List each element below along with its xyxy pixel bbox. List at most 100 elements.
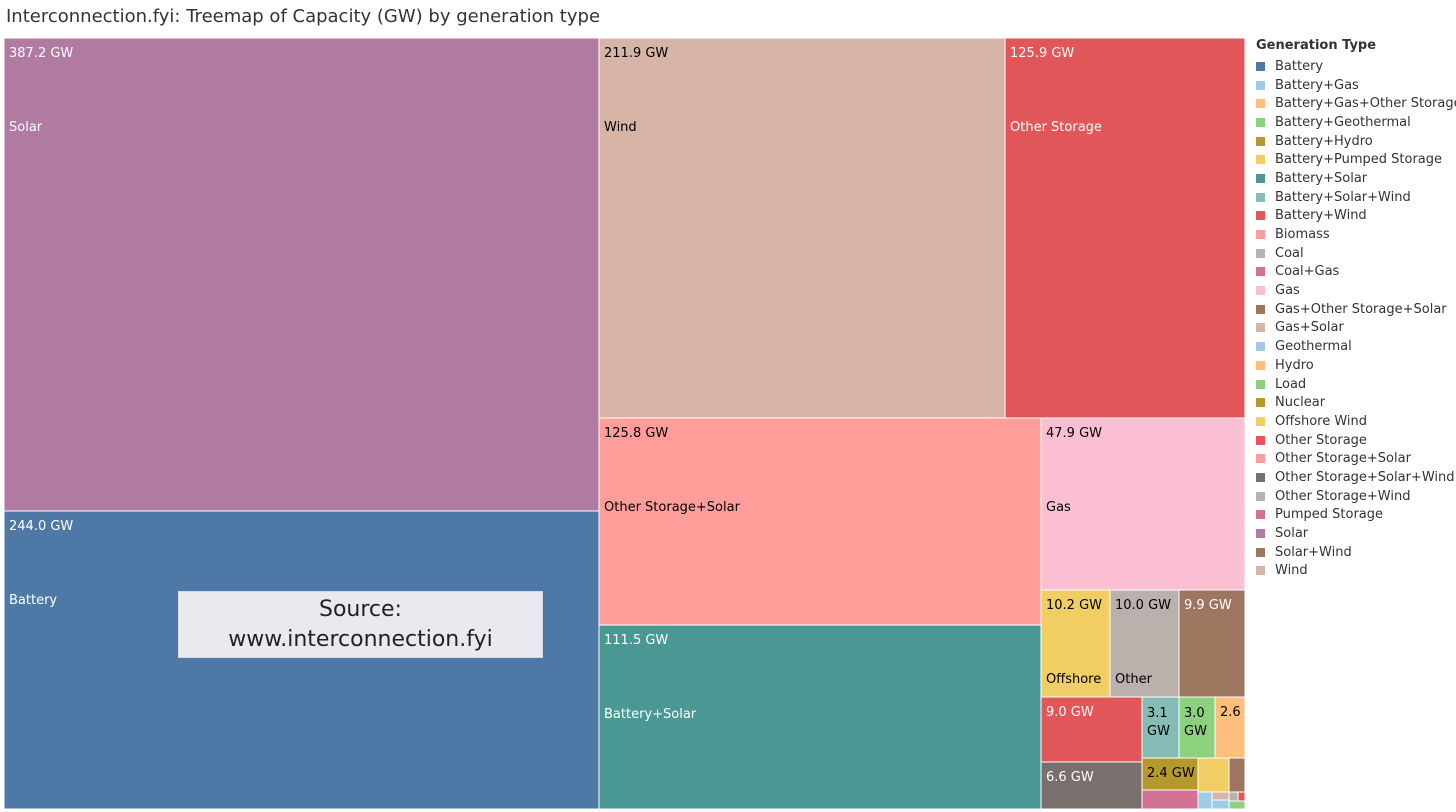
legend-swatch	[1256, 117, 1265, 127]
name-label-solar: Solar	[9, 120, 43, 135]
legend-item-hydro[interactable]: Hydro	[1256, 356, 1456, 375]
legend-item-geothermal[interactable]: Geothermal	[1256, 337, 1456, 356]
legend-item-wind[interactable]: Wind	[1256, 562, 1456, 581]
legend-item-coal-gas[interactable]: Coal+Gas	[1256, 263, 1456, 282]
legend-swatch	[1256, 80, 1265, 90]
tile-geothermal[interactable]	[1197, 791, 1213, 810]
tile-pumped-storage[interactable]	[1141, 789, 1199, 810]
tile-battery-pumped-storage[interactable]	[1197, 757, 1230, 793]
value-label-load-unit: GW	[1184, 724, 1207, 739]
source-line1: Source:	[319, 596, 402, 622]
legend-swatch	[1256, 547, 1265, 557]
name-label-other-storage: Other Storage	[1010, 120, 1102, 135]
legend-item-battery-solar[interactable]: Battery+Solar	[1256, 169, 1456, 188]
tile-other-storage-solar-wind[interactable]	[1040, 761, 1143, 810]
legend-item-nuclear[interactable]: Nuclear	[1256, 393, 1456, 412]
legend-item-battery-wind[interactable]: Battery+Wind	[1256, 207, 1456, 226]
legend-swatch	[1256, 529, 1265, 539]
value-label-wind: 211.9 GW	[604, 46, 668, 61]
legend-swatch	[1256, 323, 1265, 333]
legend-swatch	[1256, 230, 1265, 240]
legend-items: Battery Battery+Gas Battery+Gas+Other Stor…	[1256, 57, 1456, 580]
tile-solar[interactable]	[3, 37, 600, 512]
legend-swatch	[1256, 491, 1265, 501]
legend-item-other-storage-solar[interactable]: Other Storage+Solar	[1256, 449, 1456, 468]
legend-item-solar-wind[interactable]: Solar+Wind	[1256, 543, 1456, 562]
legend-label: Gas+Other Storage+Solar	[1275, 301, 1447, 317]
legend-label: Load	[1275, 376, 1307, 392]
tile-battery-wind-small[interactable]	[1237, 791, 1246, 802]
value-label-other-storage-solar-wind: 6.6 GW	[1046, 770, 1094, 785]
tile-coal[interactable]	[1228, 791, 1239, 802]
value-label-battery-wind: 9.0 GW	[1046, 705, 1094, 720]
tile-other-storage-solar[interactable]	[598, 417, 1042, 626]
legend-item-battery-gas-other-storage[interactable]: Battery+Gas+Other Storage	[1256, 94, 1456, 113]
tile-gas-solar[interactable]	[1211, 791, 1230, 801]
tile-solar-wind[interactable]	[1228, 757, 1246, 793]
tile-hydro[interactable]	[1214, 696, 1246, 759]
legend-item-other-storage[interactable]: Other Storage	[1256, 431, 1456, 450]
legend-item-gas-other-storage-solar[interactable]: Gas+Other Storage+Solar	[1256, 300, 1456, 319]
tile-gas[interactable]	[1040, 417, 1246, 591]
legend-label: Battery+Solar+Wind	[1275, 189, 1411, 205]
tile-battery-geothermal[interactable]	[1228, 800, 1246, 810]
value-label-other-storage: 125.9 GW	[1010, 46, 1074, 61]
legend-label: Battery+Geothermal	[1275, 114, 1411, 130]
treemap: 387.2 GW Solar 244.0 GW Battery 211.9 GW Wind…	[3, 37, 1246, 810]
legend-item-other-storage-wind[interactable]: Other Storage+Wind	[1256, 487, 1456, 506]
legend-swatch	[1256, 61, 1265, 71]
tile-load[interactable]	[1178, 696, 1216, 759]
tile-other-storage[interactable]	[1004, 37, 1246, 419]
legend-item-biomass[interactable]: Biomass	[1256, 225, 1456, 244]
legend-label: Nuclear	[1275, 395, 1326, 411]
legend-swatch	[1256, 248, 1265, 258]
tile-gas-other-storage-solar[interactable]	[1178, 589, 1246, 698]
legend-label: Other Storage+Wind	[1275, 488, 1411, 504]
legend-swatch	[1256, 398, 1265, 408]
legend-title: Generation Type	[1256, 38, 1377, 53]
legend-item-battery-solar-wind[interactable]: Battery+Solar+Wind	[1256, 188, 1456, 207]
legend-label: Other Storage+Solar+Wind	[1275, 469, 1455, 485]
value-label-other-storage-solar: 125.8 GW	[604, 426, 668, 441]
legend-swatch	[1256, 360, 1265, 370]
legend-item-coal[interactable]: Coal	[1256, 244, 1456, 263]
legend-swatch	[1256, 99, 1265, 109]
legend-swatch	[1256, 304, 1265, 314]
tile-battery[interactable]	[3, 510, 600, 810]
legend-item-offshore-wind[interactable]: Offshore Wind	[1256, 412, 1456, 431]
legend-label: Gas	[1275, 283, 1300, 299]
source-box: Source: www.interconnection.fyi	[178, 591, 543, 658]
legend-swatch	[1256, 286, 1265, 296]
tile-wind[interactable]	[598, 37, 1006, 419]
legend-swatch	[1256, 379, 1265, 389]
legend-item-battery[interactable]: Battery	[1256, 57, 1456, 76]
legend-item-load[interactable]: Load	[1256, 375, 1456, 394]
name-label-offshore-wind: Offshore	[1046, 672, 1101, 687]
legend-item-pumped-storage[interactable]: Pumped Storage	[1256, 506, 1456, 525]
legend-item-other-storage-solar-wind[interactable]: Other Storage+Solar+Wind	[1256, 468, 1456, 487]
legend-item-solar[interactable]: Solar	[1256, 524, 1456, 543]
legend-item-battery-gas[interactable]: Battery+Gas	[1256, 76, 1456, 95]
legend-label: Biomass	[1275, 227, 1330, 243]
legend-item-gas[interactable]: Gas	[1256, 281, 1456, 300]
value-label-hydro: 2.6	[1220, 705, 1241, 720]
chart-title: Interconnection.fyi: Treemap of Capacity…	[6, 6, 601, 27]
value-label-gas: 47.9 GW	[1046, 426, 1102, 441]
value-label-solar: 387.2 GW	[9, 46, 73, 61]
legend-label: Offshore Wind	[1275, 413, 1368, 429]
legend-label: Battery+Solar	[1275, 170, 1368, 186]
legend-swatch	[1256, 136, 1265, 146]
legend-item-battery-pumped-storage[interactable]: Battery+Pumped Storage	[1256, 150, 1456, 169]
legend-item-battery-hydro[interactable]: Battery+Hydro	[1256, 132, 1456, 151]
legend-label: Gas+Solar	[1275, 320, 1344, 336]
tile-battery-solar-wind[interactable]	[1141, 696, 1180, 759]
legend-label: Solar	[1275, 526, 1309, 542]
legend: Generation Type Battery Battery+Gas Batter…	[1256, 38, 1456, 580]
legend-item-gas-solar[interactable]: Gas+Solar	[1256, 319, 1456, 338]
tile-battery-wind[interactable]	[1040, 696, 1143, 763]
legend-label: Battery+Gas+Other Storage	[1275, 96, 1456, 112]
legend-swatch	[1256, 454, 1265, 464]
legend-item-battery-geothermal[interactable]: Battery+Geothermal	[1256, 113, 1456, 132]
tile-battery-gas[interactable]	[1211, 799, 1230, 810]
value-label-offshore-wind: 10.2 GW	[1046, 598, 1102, 613]
